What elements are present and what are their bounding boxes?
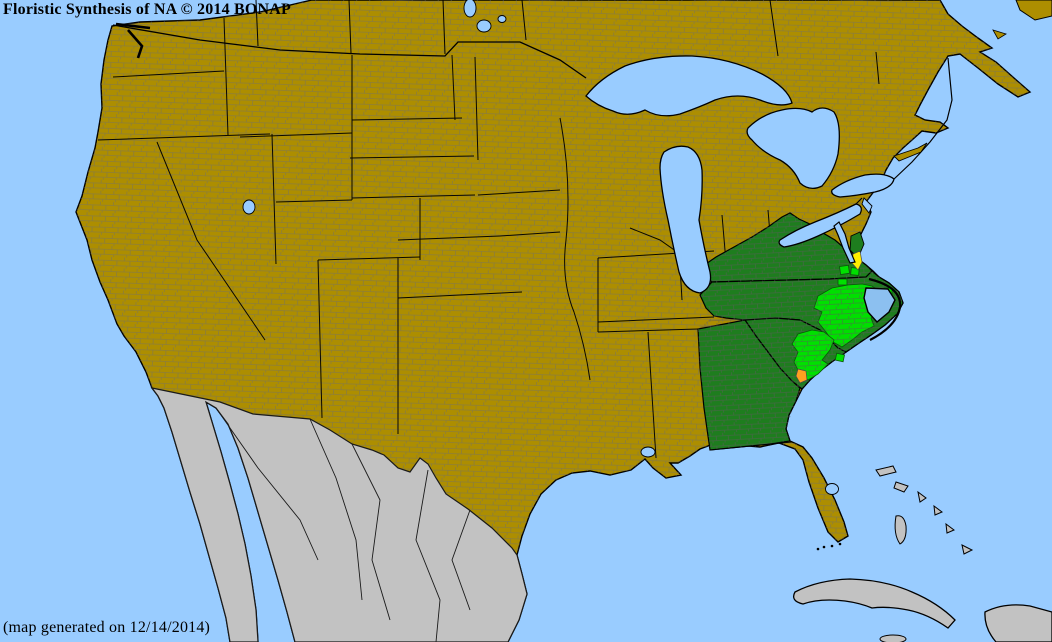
us-canada-border bbox=[112, 24, 587, 79]
mexico-state-lines bbox=[215, 407, 471, 642]
lake-huron bbox=[746, 107, 840, 190]
outer-banks bbox=[868, 277, 902, 341]
delaware-bay bbox=[861, 197, 873, 214]
county-nc-outlier-2 bbox=[837, 278, 848, 286]
lake-erie bbox=[778, 203, 862, 248]
puget-sound bbox=[115, 22, 151, 59]
jamaica bbox=[879, 634, 907, 642]
county-orange-georgia bbox=[795, 368, 808, 384]
lake-michigan bbox=[659, 145, 712, 294]
county-va-2 bbox=[850, 267, 860, 276]
lake-okeechobee bbox=[825, 483, 839, 495]
lake-ontario bbox=[831, 173, 895, 198]
small-lakes bbox=[242, 0, 839, 495]
county-cluster-texture bbox=[792, 285, 884, 380]
county-sc-outlier bbox=[834, 352, 846, 363]
lake-winnipeg-tip bbox=[463, 0, 477, 18]
great-lakes-group bbox=[585, 55, 895, 294]
pamlico-sound bbox=[863, 287, 896, 323]
county-va-1 bbox=[839, 264, 850, 275]
florida-keys bbox=[816, 542, 842, 551]
newfoundland-corner bbox=[1015, 0, 1052, 21]
great-salt-lake bbox=[242, 199, 256, 215]
bahamas-islands bbox=[875, 465, 974, 555]
rainy-lake bbox=[497, 15, 507, 23]
long-island bbox=[893, 142, 928, 162]
lake-of-the-woods bbox=[476, 19, 492, 33]
chesapeake-bay bbox=[833, 221, 856, 264]
province-borders bbox=[255, 0, 880, 85]
mexico-region bbox=[150, 387, 528, 642]
hispaniola bbox=[984, 604, 1052, 642]
cuba bbox=[792, 578, 956, 629]
virginia-eastern-shore bbox=[849, 231, 865, 259]
lake-superior bbox=[585, 55, 793, 117]
prince-edward-island bbox=[992, 29, 1007, 40]
lake-pontchartrain bbox=[640, 446, 656, 458]
